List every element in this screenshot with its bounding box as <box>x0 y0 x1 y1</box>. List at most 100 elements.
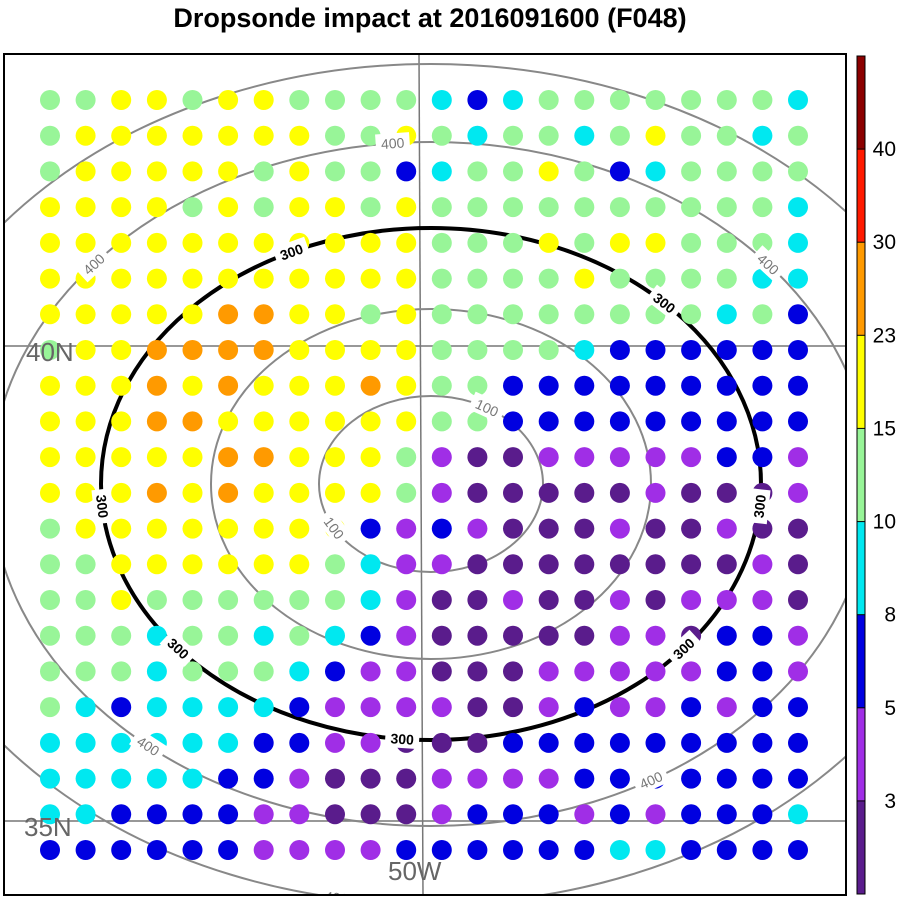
dropsonde-point <box>253 304 274 325</box>
dropsonde-point <box>609 482 630 503</box>
dropsonde-point <box>396 197 417 218</box>
dropsonde-point <box>609 161 630 182</box>
dropsonde-point <box>182 518 203 539</box>
dropsonde-point <box>752 840 773 860</box>
range-ring-label: 100 <box>316 508 353 548</box>
dropsonde-point <box>111 411 132 432</box>
dropsonde-point <box>75 554 96 575</box>
dropsonde-point <box>431 232 452 253</box>
dropsonde-point <box>752 90 773 110</box>
dropsonde-point <box>218 697 239 718</box>
dropsonde-point <box>218 554 239 575</box>
dropsonde-point <box>182 768 203 789</box>
dropsonde-point <box>289 768 310 789</box>
dropsonde-point <box>289 447 310 468</box>
dropsonde-point <box>325 125 345 146</box>
dropsonde-point <box>289 268 310 289</box>
dropsonde-point <box>467 518 488 539</box>
dropsonde-point <box>538 554 559 575</box>
dropsonde-point <box>40 804 60 825</box>
dropsonde-point <box>40 125 60 146</box>
dropsonde-point <box>75 661 96 682</box>
dropsonde-point <box>752 447 773 468</box>
dropsonde-point <box>289 197 310 218</box>
dropsonde-point <box>609 125 630 146</box>
dropsonde-point <box>645 804 666 825</box>
dropsonde-point <box>538 90 559 110</box>
dropsonde-point <box>360 554 381 575</box>
dropsonde-point <box>75 840 96 860</box>
dropsonde-point <box>325 554 345 575</box>
range-ring-label-bg <box>664 629 703 667</box>
dropsonde-point <box>681 304 702 325</box>
dropsonde-point <box>396 161 417 182</box>
dropsonde-point <box>360 482 381 503</box>
dropsonde-point <box>431 411 452 432</box>
dropsonde-point <box>788 90 808 110</box>
dropsonde-point <box>289 732 310 753</box>
dropsonde-point <box>360 304 381 325</box>
dropsonde-point <box>503 590 523 610</box>
dropsonde-point <box>325 840 345 860</box>
range-ring-label-text: 400 <box>381 135 406 153</box>
dropsonde-point <box>111 340 132 360</box>
dropsonde-point <box>218 340 239 360</box>
dropsonde-point <box>431 482 452 503</box>
dropsonde-point <box>431 161 452 182</box>
dropsonde-point <box>574 375 595 396</box>
dropsonde-point <box>574 90 595 110</box>
dropsonde-point <box>681 732 702 753</box>
dropsonde-point <box>253 590 274 610</box>
dropsonde-point <box>788 768 808 789</box>
dropsonde-point <box>253 732 274 753</box>
dropsonde-point <box>538 625 559 646</box>
dropsonde-point <box>467 590 488 610</box>
dropsonde-point <box>360 804 381 825</box>
dropsonde-point <box>503 804 523 825</box>
dropsonde-point <box>681 447 702 468</box>
dropsonde-point <box>645 447 666 468</box>
dropsonde-point <box>40 90 60 110</box>
dropsonde-point <box>218 161 239 182</box>
dropsonde-point <box>182 804 203 825</box>
dropsonde-point <box>325 768 345 789</box>
dropsonde-point <box>574 232 595 253</box>
dropsonde-point <box>146 590 167 610</box>
dropsonde-point <box>111 125 132 146</box>
dropsonde-point <box>788 375 808 396</box>
dropsonde-point <box>716 161 737 182</box>
dropsonde-point <box>253 232 274 253</box>
dropsonde-point <box>111 518 132 539</box>
dropsonde-point <box>431 554 452 575</box>
dropsonde-point <box>431 125 452 146</box>
dropsonde-point <box>182 340 203 360</box>
dropsonde-point <box>538 197 559 218</box>
dropsonde-point <box>40 340 60 360</box>
lat-label-40n: 40N <box>26 337 74 367</box>
dropsonde-point <box>289 661 310 682</box>
dropsonde-point <box>182 232 203 253</box>
dropsonde-point <box>325 447 345 468</box>
dropsonde-point <box>218 482 239 503</box>
dropsonde-point <box>360 661 381 682</box>
dropsonde-point <box>360 590 381 610</box>
dropsonde-point <box>182 375 203 396</box>
dropsonde-point <box>538 590 559 610</box>
dropsonde-point <box>182 590 203 610</box>
dropsonde-point <box>40 590 60 610</box>
dropsonde-point <box>218 197 239 218</box>
dropsonde-point <box>752 732 773 753</box>
dropsonde-point <box>681 411 702 432</box>
dropsonde-point <box>467 447 488 468</box>
dropsonde-point <box>146 482 167 503</box>
dropsonde-point <box>645 625 666 646</box>
dropsonde-point <box>609 768 630 789</box>
range-ring <box>4 141 846 827</box>
dropsonde-point <box>788 232 808 253</box>
dropsonde-point <box>218 590 239 610</box>
colorbar-tick-label: 3 <box>884 790 896 813</box>
dropsonde-point <box>752 375 773 396</box>
dropsonde-point <box>253 268 274 289</box>
dropsonde-point <box>40 482 60 503</box>
